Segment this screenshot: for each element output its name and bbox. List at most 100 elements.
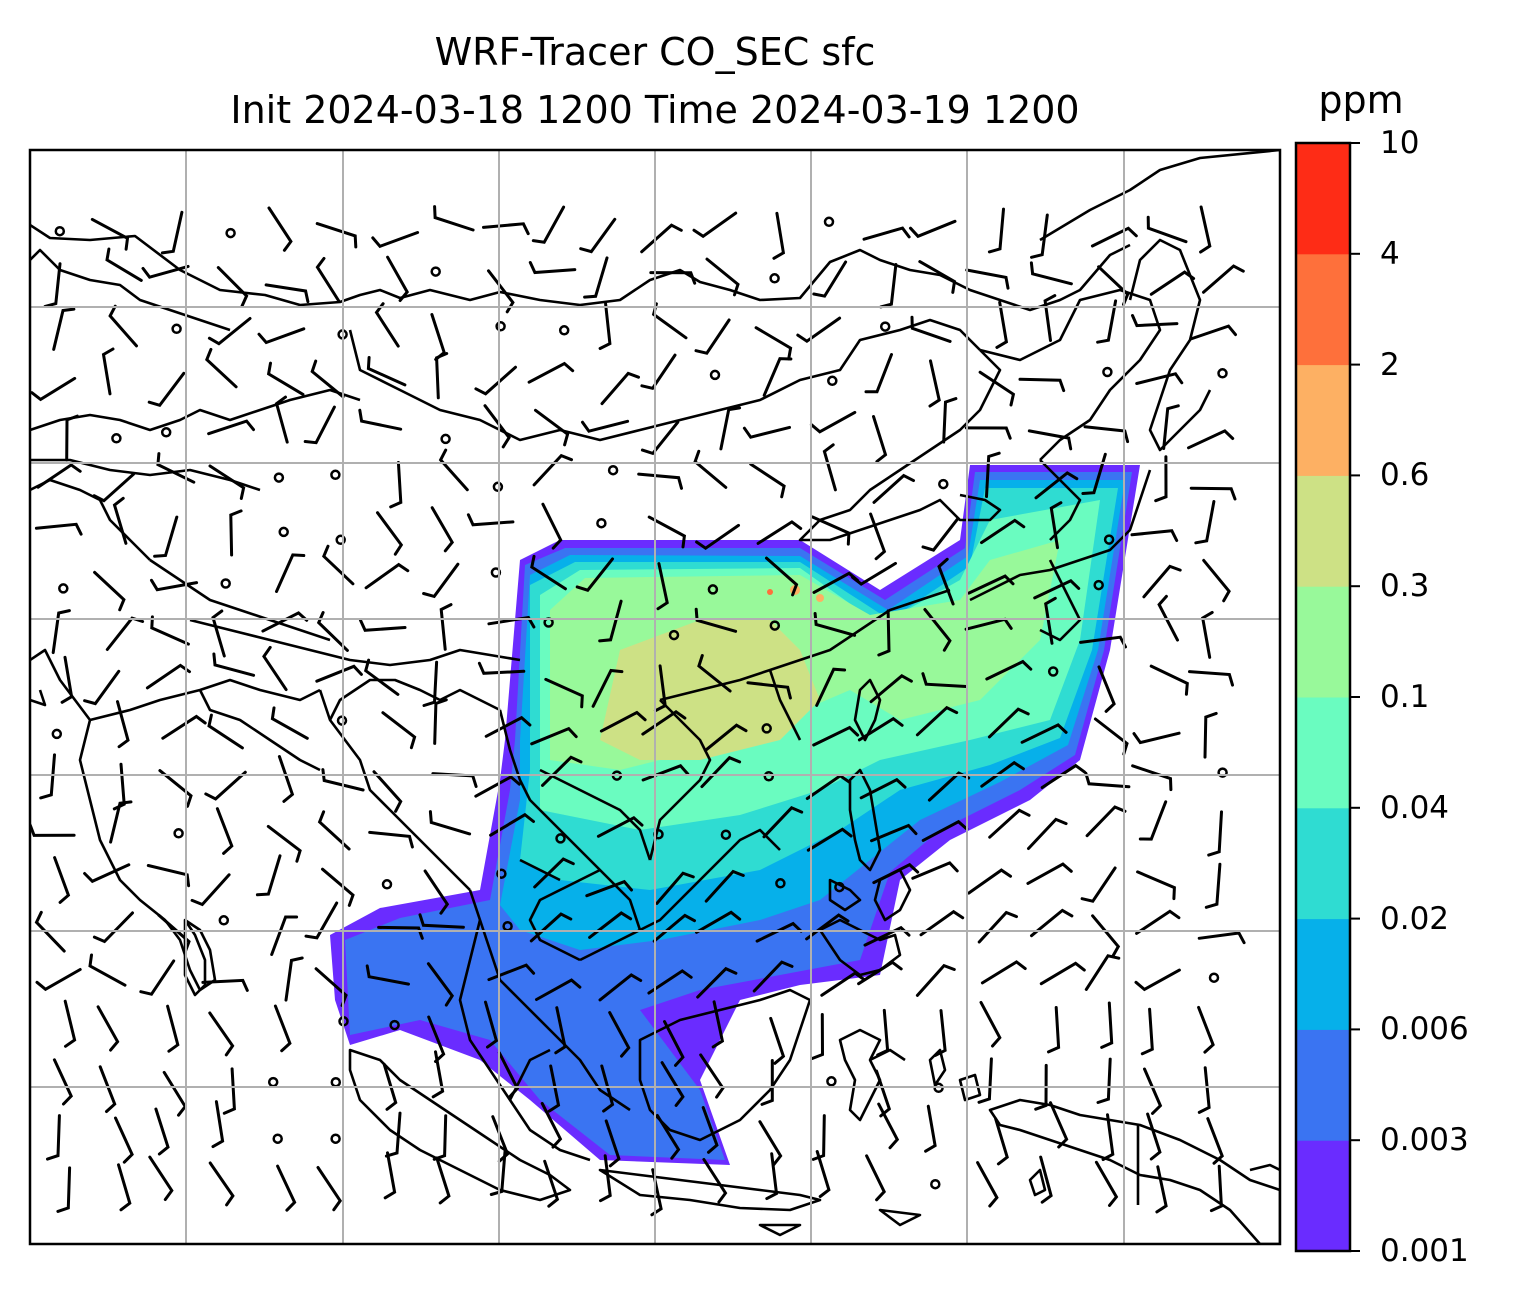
wind-barb (641, 709, 687, 736)
calm-wind-marker (171, 323, 182, 335)
wind-barb (752, 960, 794, 993)
wind-barb (719, 406, 742, 451)
wind-barb (1097, 665, 1116, 713)
wind-barb (389, 461, 403, 509)
wind-barb (812, 260, 848, 298)
wind-barb (1034, 1063, 1048, 1111)
wind-barb (422, 562, 460, 599)
wind-barb (921, 516, 960, 552)
wind-barb (703, 723, 748, 752)
wind-barb (919, 909, 965, 937)
wind-barb (51, 609, 71, 655)
wind-barb (365, 964, 410, 986)
wind-barb (216, 266, 249, 308)
wind-barb (160, 210, 184, 255)
wind-barb (262, 645, 288, 692)
wind-barb (869, 673, 913, 704)
wind-barb (965, 268, 1010, 290)
wind-barb (438, 448, 469, 492)
map-frame (28, 148, 1282, 1246)
wind-barb (147, 371, 186, 408)
wind-barb (433, 698, 448, 745)
wind-barb (1043, 294, 1057, 342)
calm-wind-marker (51, 728, 63, 740)
calm-wind-marker (596, 517, 607, 529)
wind-barb (877, 1102, 900, 1150)
wind-barb (316, 1166, 343, 1212)
wind-barb (640, 353, 677, 390)
wind-barb (30, 376, 77, 402)
wind-barb (809, 410, 857, 434)
wind-barb (96, 1005, 120, 1052)
gridlines (30, 150, 1280, 1244)
calm-wind-marker (707, 584, 719, 595)
wind-barb (527, 361, 575, 384)
wind-barb (596, 815, 644, 838)
wind-barb (384, 1111, 402, 1158)
wind-barb (701, 1106, 719, 1154)
wind-barb (857, 960, 903, 986)
calm-wind-marker (1047, 666, 1059, 677)
calm-wind-marker (58, 583, 69, 594)
wind-barb (765, 556, 799, 597)
colorbar-tick-label: 10 (1380, 125, 1420, 161)
wind-barb (1134, 968, 1181, 992)
calm-wind-marker (775, 878, 786, 889)
wind-barb (358, 408, 403, 431)
wind-barb (1096, 1057, 1112, 1104)
wind-barb (749, 462, 786, 499)
wind-barb (863, 925, 911, 947)
wind-barb (359, 618, 407, 632)
wind-barb (474, 365, 517, 396)
wind-barb (34, 910, 66, 953)
calm-wind-marker (1208, 972, 1220, 983)
wind-barb (207, 419, 255, 436)
wind-barb (275, 553, 306, 593)
wind-barb (489, 1150, 507, 1196)
wind-barb (704, 869, 745, 903)
wind-barb (1136, 870, 1176, 901)
calm-wind-marker (555, 833, 566, 844)
wind-barb (489, 812, 535, 837)
wind-barb (266, 361, 305, 396)
wind-barb (762, 806, 804, 839)
wind-barb (640, 420, 680, 456)
wind-barb (754, 326, 793, 361)
wind-barb (647, 515, 687, 549)
wind-barb (810, 1013, 825, 1060)
calm-wind-marker (879, 321, 891, 332)
wind-barb (208, 1011, 235, 1057)
colorbar-segment (1296, 475, 1350, 587)
wind-barb (117, 1163, 132, 1212)
wind-barb (532, 453, 573, 487)
wind-barb (428, 810, 472, 836)
wind-barb (1039, 1155, 1053, 1204)
coastlines (30, 150, 1280, 1244)
wind-barb (108, 304, 138, 348)
wind-barb (859, 777, 907, 800)
wind-barb (1080, 866, 1117, 903)
wind-barb (426, 962, 455, 1007)
wind-barb (207, 713, 244, 750)
wind-barb (315, 222, 358, 249)
wind-barb (692, 211, 738, 239)
wind-barb (796, 316, 842, 344)
wind-barb (653, 664, 667, 713)
wind-barb (1157, 594, 1179, 642)
wind-barb (53, 856, 71, 904)
wind-barb (822, 443, 837, 492)
wind-barb (1131, 764, 1173, 792)
wind-barb (371, 231, 420, 249)
wind-barb (43, 262, 62, 308)
wind-barb (139, 959, 176, 996)
wind-barb (264, 283, 310, 304)
wind-barb (383, 1151, 397, 1200)
colorbar-segment (1296, 807, 1350, 920)
wind-barb (1189, 486, 1237, 501)
calm-wind-marker (1103, 534, 1115, 545)
wind-barb (382, 1062, 398, 1111)
wind-barb (660, 1061, 685, 1107)
wind-barb (105, 247, 143, 282)
wind-barb (995, 300, 1009, 349)
calm-wind-marker (335, 534, 346, 546)
